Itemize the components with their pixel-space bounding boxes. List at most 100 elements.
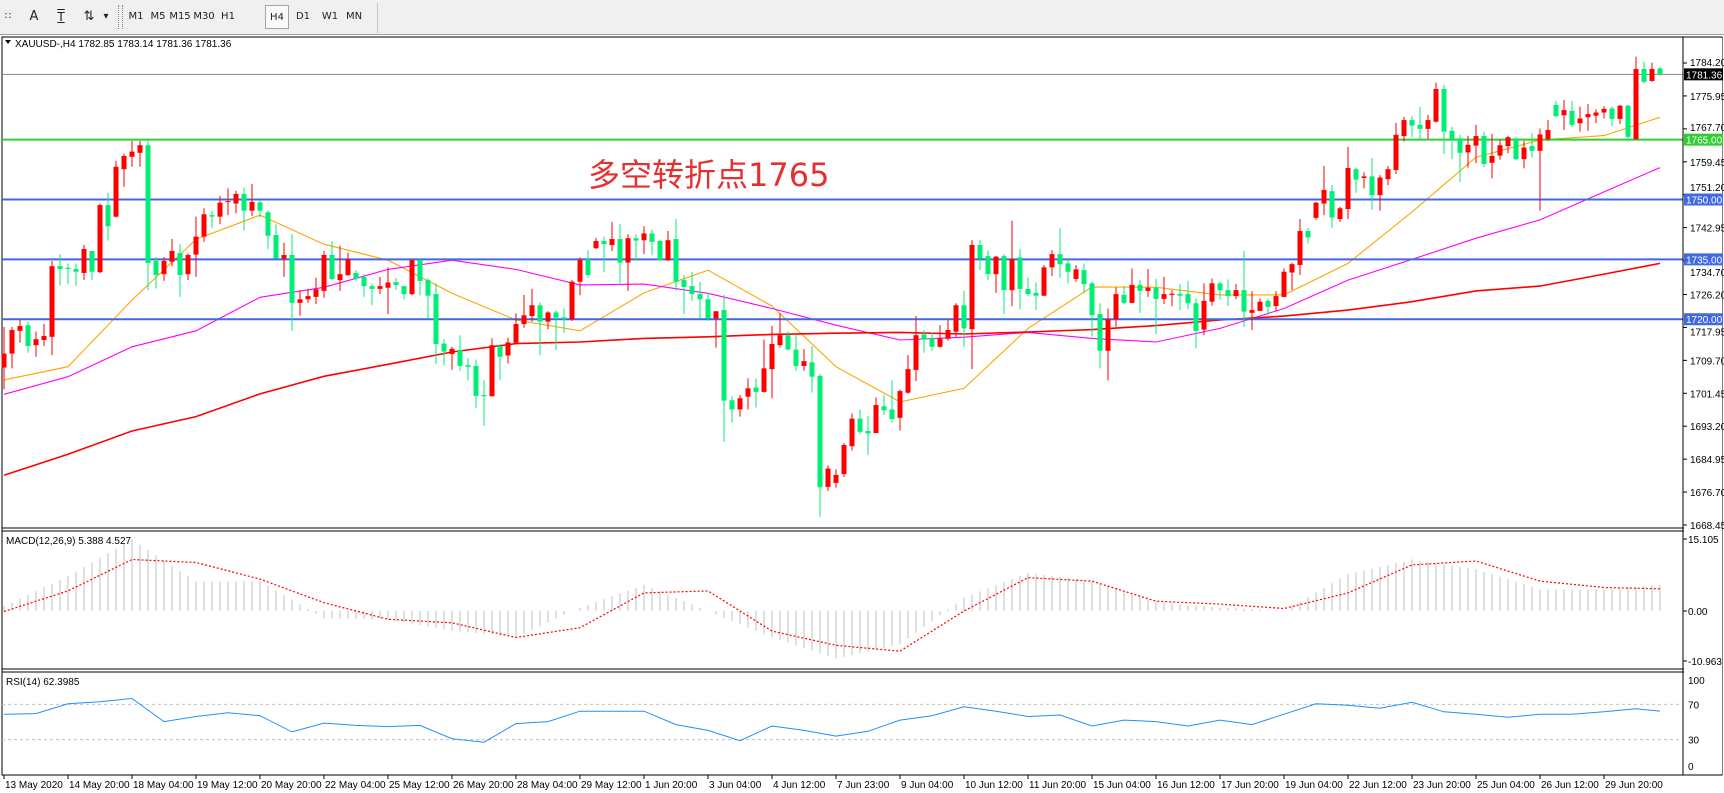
bull-candle [897,389,903,431]
dropdown-arrow-icon[interactable]: ▾ [103,11,109,22]
timeframe-w1[interactable]: W1 [321,11,339,22]
bull-candle [1289,262,1295,291]
text-tool-icon[interactable]: A [29,9,39,24]
candle-body [1529,146,1535,151]
bear-candle [457,335,463,371]
bull-candle [97,203,103,274]
candle-body [201,214,207,237]
bear-candle [681,274,687,315]
timeframe-m30[interactable]: M30 [193,11,215,22]
bear-candle [793,335,799,371]
period-separator-icon[interactable]: ∷ [4,11,12,22]
candle-body [169,250,175,262]
candle-body [393,282,399,285]
candle-body [121,155,127,170]
candle-body [1425,120,1431,129]
bull-candle [1377,175,1383,211]
support-price-label-box [1684,253,1723,266]
time-axis-label: 26 May 20:00 [453,780,514,791]
time-axis-label: 7 Jun 23:00 [837,780,890,791]
support-price-label: 1720.00 [1686,315,1723,326]
candle-body [769,343,775,370]
chart-toolbar: ∷ A T ⇅ ▾ M1 M5 M15 M30 H1 H4 D1 W1 MN [0,0,1724,35]
bull-candle [377,276,383,295]
candle-body [521,315,527,325]
candle-body [9,330,15,354]
bear-candle [1409,116,1415,137]
candle-body [1249,310,1255,313]
candle-body [265,212,271,236]
time-axis-label: 1 Jun 20:00 [645,780,698,791]
timeframe-m1[interactable]: M1 [128,11,144,22]
candle-body [913,335,919,370]
candle-body [833,474,839,483]
candle-body [977,245,983,259]
bull-candle [489,338,495,397]
candle-body [1193,303,1199,331]
text-label-tool-icon[interactable]: T [57,10,65,24]
bear-candle [241,187,247,231]
bull-candle [737,395,743,417]
candle-body [609,239,615,246]
bear-candle [465,357,471,381]
bull-candle [1521,140,1527,169]
price-axis-label: 1676.70 [1690,488,1724,499]
candle-body [105,205,111,227]
candle-body [561,317,567,320]
candle-body [545,312,551,322]
timeframe-h4[interactable]: H4 [265,5,289,29]
bear-candle [889,380,895,423]
bear-candle [1329,185,1335,228]
support-price-label-box [1684,313,1723,326]
bull-candle [41,324,47,346]
candle-body [345,259,351,276]
candle-body [1649,68,1655,81]
bull-candle [1281,268,1287,298]
bear-candle [425,278,431,319]
time-axis-label: 9 Jun 04:00 [901,780,954,791]
bear-candle [1185,280,1191,310]
bear-candle [1265,298,1271,316]
timeframe-mn[interactable]: MN [345,11,363,22]
candle-body [473,365,479,396]
bull-candle [1041,264,1047,297]
candle-body [1097,314,1103,351]
candle-body [457,349,463,366]
candle-body [1001,256,1007,291]
bull-candle [1401,116,1407,142]
chart-header: XAUUSD-,H4 1782.85 1783.14 1781.36 1781.… [15,39,232,50]
bull-candle [1,326,7,390]
bear-candle [145,140,151,291]
timeframe-m15[interactable]: M15 [169,11,191,22]
bull-candle [1393,122,1399,174]
candle-body [721,310,727,401]
bull-candle [841,442,847,477]
timeframe-m5[interactable]: M5 [150,11,166,22]
price-axis-label: 1693.20 [1690,422,1724,433]
bull-candle [1009,220,1015,307]
candle-body [129,151,135,157]
candle-body [1177,293,1183,296]
bull-candle [217,195,223,225]
collapse-triangle-icon[interactable] [5,40,11,44]
candle-body [577,260,583,282]
candle-body [305,296,311,300]
candle-body [905,369,911,393]
timeframe-h1[interactable]: H1 [221,11,235,22]
candle-body [401,286,407,295]
timeframe-d1[interactable]: D1 [295,11,311,22]
bear-candle [961,290,967,347]
candle-body [809,362,815,377]
bull-candle [1593,109,1599,124]
bear-candle [753,378,759,408]
candle-body [1137,284,1143,291]
bull-candle [505,337,511,364]
candle-body [1089,283,1095,316]
arrows-tool-icon[interactable]: ⇅ [83,9,95,24]
candle-body [337,274,343,281]
candle-body [1049,254,1055,268]
bull-candle [281,242,287,277]
candle-body [1281,271,1287,297]
candle-body [1337,208,1343,220]
